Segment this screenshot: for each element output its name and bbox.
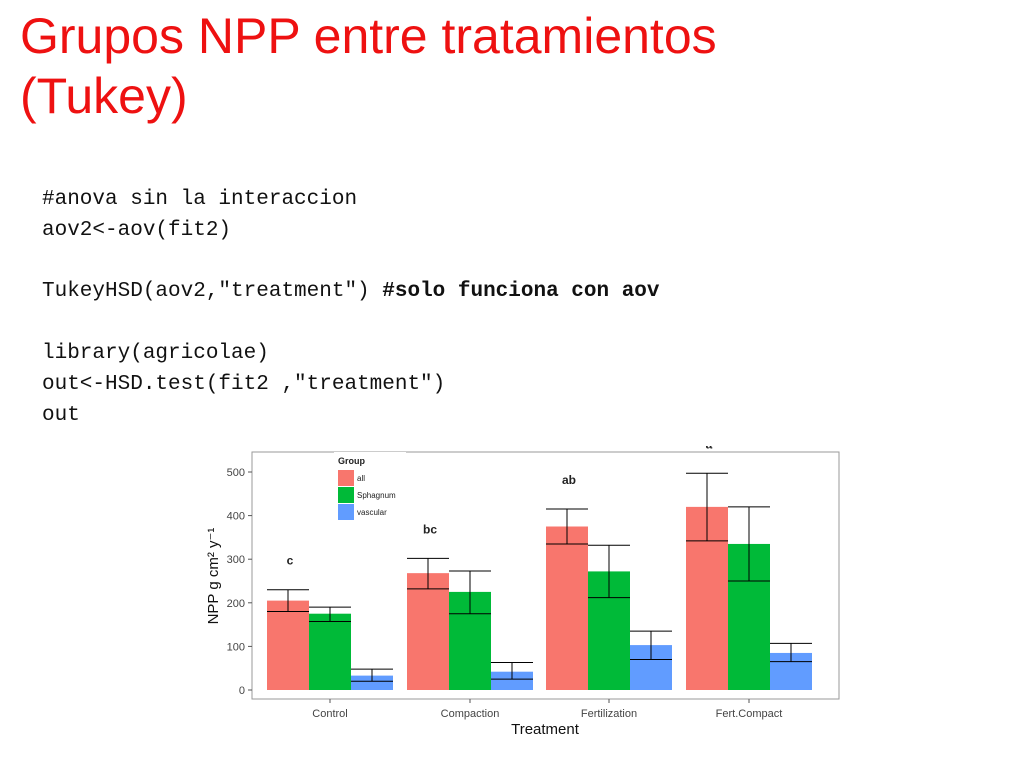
group-letter-c: c: [287, 554, 294, 568]
x-tick-label-compaction: Compaction: [441, 708, 500, 720]
x-tick-label-control: Control: [312, 708, 347, 720]
x-axis-title: Treatment: [511, 721, 580, 738]
bar-vascular-compaction: [491, 671, 533, 690]
group-letter-ab: ab: [562, 473, 576, 487]
group-letter-a: a: [706, 446, 713, 451]
code-line-3-comment: #solo funciona con aov: [382, 280, 660, 304]
bar-all-compaction: [407, 573, 449, 690]
bar-all-fertilization: [546, 526, 588, 690]
code-line-2: aov2<-aov(fit2): [42, 218, 232, 242]
legend-label-all: all: [357, 474, 365, 483]
code-line-3: TukeyHSD(aov2,"treatment") #solo funcion…: [42, 277, 660, 308]
y-axis-title: NPP g cm² y⁻¹: [205, 528, 222, 625]
y-tick-label-200: 200: [227, 598, 245, 610]
bar-all-control: [267, 600, 309, 690]
npp-bar-chart: c bc ab a 0 100 200 300 400 500 Control Compaction…: [188, 446, 848, 746]
group-letter-bc: bc: [423, 522, 437, 536]
x-tick-label-fertilization: Fertilization: [581, 708, 637, 720]
legend-swatch-vascular: [338, 504, 354, 520]
code-line-blank-2: [42, 308, 660, 339]
slide-title-line-2: (Tukey): [20, 68, 188, 124]
code-block: #anova sin la interaccion aov2<-aov(fit2…: [42, 185, 660, 431]
legend-swatch-all: [338, 470, 354, 486]
slide-title-line-1: Grupos NPP entre tratamientos: [20, 8, 717, 64]
slide-title: Grupos NPP entre tratamientos (Tukey): [20, 6, 980, 126]
code-line-6: out: [42, 403, 80, 427]
legend-title: Group: [338, 456, 365, 466]
y-tick-label-500: 500: [227, 467, 245, 479]
code-line-1: #anova sin la interaccion: [42, 188, 358, 211]
code-line-blank-1: [42, 247, 660, 278]
y-tick-label-300: 300: [227, 554, 245, 566]
code-line-4: library(agricolae): [42, 341, 269, 365]
code-line-5: out<-HSD.test(fit2 ,"treatment"): [42, 372, 446, 396]
x-tick-label-fert-compact: Fert.Compact: [716, 708, 783, 720]
bar-sphagnum-control: [309, 613, 351, 690]
bar-vascular-control: [351, 675, 393, 690]
y-tick-label-400: 400: [227, 511, 245, 523]
code-line-3-code: TukeyHSD(aov2,"treatment"): [42, 280, 383, 304]
legend-label-vascular: vascular: [357, 508, 387, 517]
y-tick-label-0: 0: [239, 685, 245, 697]
legend-swatch-sphagnum: [338, 487, 354, 503]
legend-label-sphagnum: Sphagnum: [357, 491, 396, 500]
y-tick-label-100: 100: [227, 641, 245, 653]
